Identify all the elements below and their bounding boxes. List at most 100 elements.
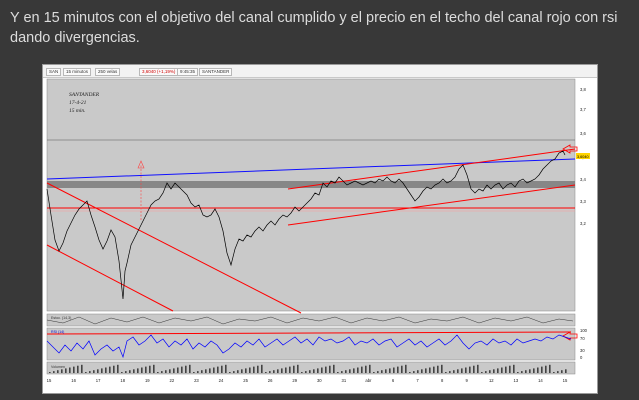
blue-trendline (46, 158, 576, 180)
volume-bar (421, 369, 423, 373)
volume-bar (429, 367, 431, 373)
volume-bar (101, 368, 103, 373)
date-tick-label: 12 (489, 378, 494, 383)
volume-bar (125, 371, 127, 373)
volume-bar (377, 371, 379, 373)
volume-bar (281, 368, 283, 373)
date-tick-label: 15 (47, 378, 52, 383)
post-caption: Y en 15 minutos con el objetivo del cana… (10, 10, 618, 46)
volume-bar (169, 369, 171, 373)
date-tick-label: 18 (120, 378, 125, 383)
rsi-divergence-line (46, 331, 572, 335)
volume-bar (537, 367, 539, 373)
volume-bar (261, 364, 263, 373)
volume-bar (225, 364, 227, 373)
volume-bar (165, 370, 167, 373)
volume-bar (141, 367, 143, 373)
volume-bar (285, 367, 287, 373)
volume-bar (245, 368, 247, 373)
volume-bar (385, 369, 387, 373)
volume-bar (297, 364, 299, 373)
volume-bar (477, 364, 479, 373)
volume-bar (485, 371, 487, 373)
volume-bar (417, 370, 419, 373)
time-info: 9:45:35 (177, 68, 199, 76)
volume-bar (301, 372, 303, 373)
volume-bar (457, 369, 459, 373)
volume-bar (449, 371, 451, 373)
date-tick-label: 8 (441, 378, 444, 383)
target-arrow-icon (137, 160, 145, 169)
volume-bar (97, 369, 99, 373)
volume-bar (93, 370, 95, 373)
volume-bar (433, 366, 435, 373)
date-tick-label: 7 (416, 378, 419, 383)
volume-bar (349, 369, 351, 373)
volume-bar (149, 365, 151, 373)
rsi-panel-label: RSI (14) (51, 330, 64, 334)
volume-bar (337, 372, 339, 373)
volume-bar (557, 371, 559, 373)
rsi-tick-label: 30 (580, 348, 585, 353)
volume-bar (185, 365, 187, 373)
volume-bar (473, 365, 475, 373)
stoch-line (46, 316, 574, 325)
stoch-panel (46, 313, 576, 327)
volume-bar (545, 365, 547, 373)
volume-bar (381, 370, 383, 373)
date-tick-label: 31 (342, 378, 347, 383)
volume-bar (145, 366, 147, 373)
volume-panel (46, 361, 576, 375)
date-tick-label: 22 (170, 378, 175, 383)
volume-bar (345, 370, 347, 373)
volume-bar (257, 365, 259, 373)
price-chart[interactable]: 3,83,73,63,53,43,33,23,60401007030015161… (43, 65, 599, 395)
volume-bar (525, 370, 527, 373)
volume-bar (137, 368, 139, 373)
volume-bar (549, 364, 551, 373)
instrument-name: SANTANDER (199, 68, 233, 76)
volume-bar (221, 365, 223, 373)
volume-bar (105, 367, 107, 373)
last-price-marker (576, 153, 590, 159)
volume-bar (465, 367, 467, 373)
date-tick-label: 25 (243, 378, 248, 383)
volume-bar (153, 364, 155, 373)
volume-bar (437, 365, 439, 373)
annotation-date: 17-4-21 (69, 100, 87, 106)
stoch-panel-label: Estoc. (14,3) (51, 316, 71, 320)
volume-bar (209, 368, 211, 373)
volume-bar (157, 372, 159, 373)
volume-bar (81, 364, 83, 373)
volume-bar (561, 370, 563, 373)
volume-bar (189, 364, 191, 373)
interval-selector[interactable]: 15 minutos (63, 68, 92, 76)
volume-bar (481, 372, 483, 373)
price-tick-label: 3,3 (580, 199, 586, 204)
volume-bar (265, 372, 267, 373)
volume-bar (493, 369, 495, 373)
volume-bar (341, 371, 343, 373)
volume-bar (217, 366, 219, 373)
volume-bar (133, 369, 135, 373)
volume-bar (77, 365, 79, 373)
volume-bar (205, 369, 207, 373)
volume-bar (445, 372, 447, 373)
date-tick-label: 6 (392, 378, 395, 383)
symbol-selector[interactable]: SAN (46, 68, 62, 76)
volume-bar (73, 366, 75, 373)
volume-bar (89, 371, 91, 373)
volume-bar (453, 370, 455, 373)
main-panel (46, 78, 576, 312)
volume-bar (389, 368, 391, 373)
annotation-name: SANTANDER (69, 92, 100, 98)
date-tick-label: 24 (219, 378, 224, 383)
volume-bar (497, 368, 499, 373)
volume-bar (321, 367, 323, 373)
descending-channel-upper (46, 182, 302, 314)
volume-bar (309, 370, 311, 373)
volume-bar (293, 365, 295, 373)
period-selector[interactable]: 250 velas (95, 68, 121, 76)
chart-annotation: SANTANDER 17-4-21 15 min. (69, 91, 99, 115)
rsi-tick-label: 100 (580, 328, 588, 333)
